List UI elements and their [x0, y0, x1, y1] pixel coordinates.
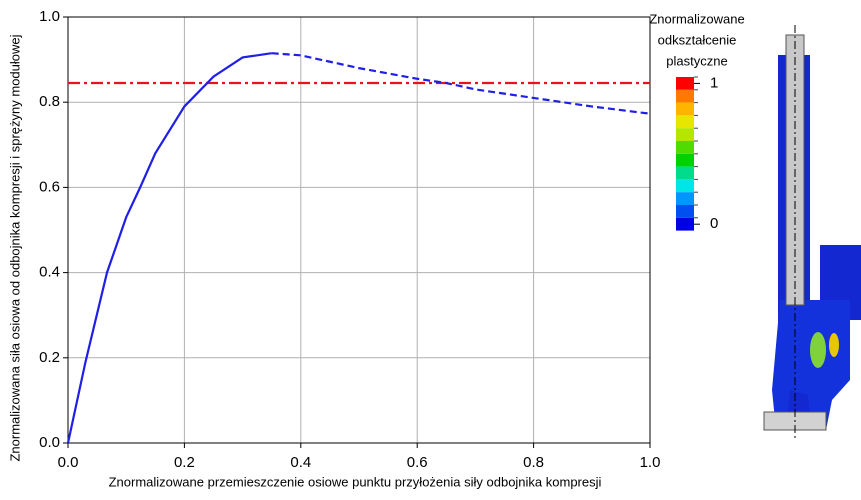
- x-tick-label: 0.6: [407, 454, 428, 471]
- y-axis-label: Znormalizowana siła osiowa od odbojnika …: [7, 34, 22, 461]
- x-tick-label: 0.8: [523, 454, 544, 471]
- colorbar-tick-label: 1: [710, 74, 718, 91]
- colorbar-swatch: [676, 154, 694, 167]
- colorbar-title: odkształcenie: [658, 32, 737, 47]
- colorbar-swatch: [676, 77, 694, 90]
- y-tick-label: 1.0: [39, 8, 60, 25]
- colorbar-tick-label: 0: [710, 215, 718, 232]
- colorbar-title: plastyczne: [666, 53, 727, 68]
- colorbar-swatch: [676, 90, 694, 103]
- y-tick-label: 0.8: [39, 93, 60, 110]
- x-tick-label: 0.4: [290, 454, 311, 471]
- x-tick-label: 0.0: [58, 454, 79, 471]
- colorbar-swatch: [676, 167, 694, 180]
- fem-model: [764, 25, 861, 440]
- colorbar-title: Znormalizowane: [649, 11, 744, 26]
- colorbar-swatch: [676, 128, 694, 141]
- y-tick-label: 0.2: [39, 349, 60, 366]
- chart: Znormalizowane przemieszczenie osiowe pu…: [0, 0, 861, 495]
- y-tick-label: 0.0: [39, 434, 60, 451]
- x-tick-label: 0.2: [174, 454, 195, 471]
- plot-frame: [68, 17, 650, 443]
- y-tick-label: 0.4: [39, 264, 60, 281]
- x-tick-label: 1.0: [640, 454, 661, 471]
- x-axis-label: Znormalizowane przemieszczenie osiowe pu…: [109, 474, 602, 489]
- y-tick-label: 0.6: [39, 178, 60, 195]
- colorbar-swatch: [676, 192, 694, 205]
- colorbar-swatch: [676, 103, 694, 116]
- colorbar-swatch: [676, 179, 694, 192]
- colorbar-swatch: [676, 205, 694, 218]
- colorbar-swatch: [676, 141, 694, 154]
- data-line: [68, 53, 272, 443]
- colorbar-swatch: [676, 115, 694, 128]
- colorbar-swatch: [676, 218, 694, 231]
